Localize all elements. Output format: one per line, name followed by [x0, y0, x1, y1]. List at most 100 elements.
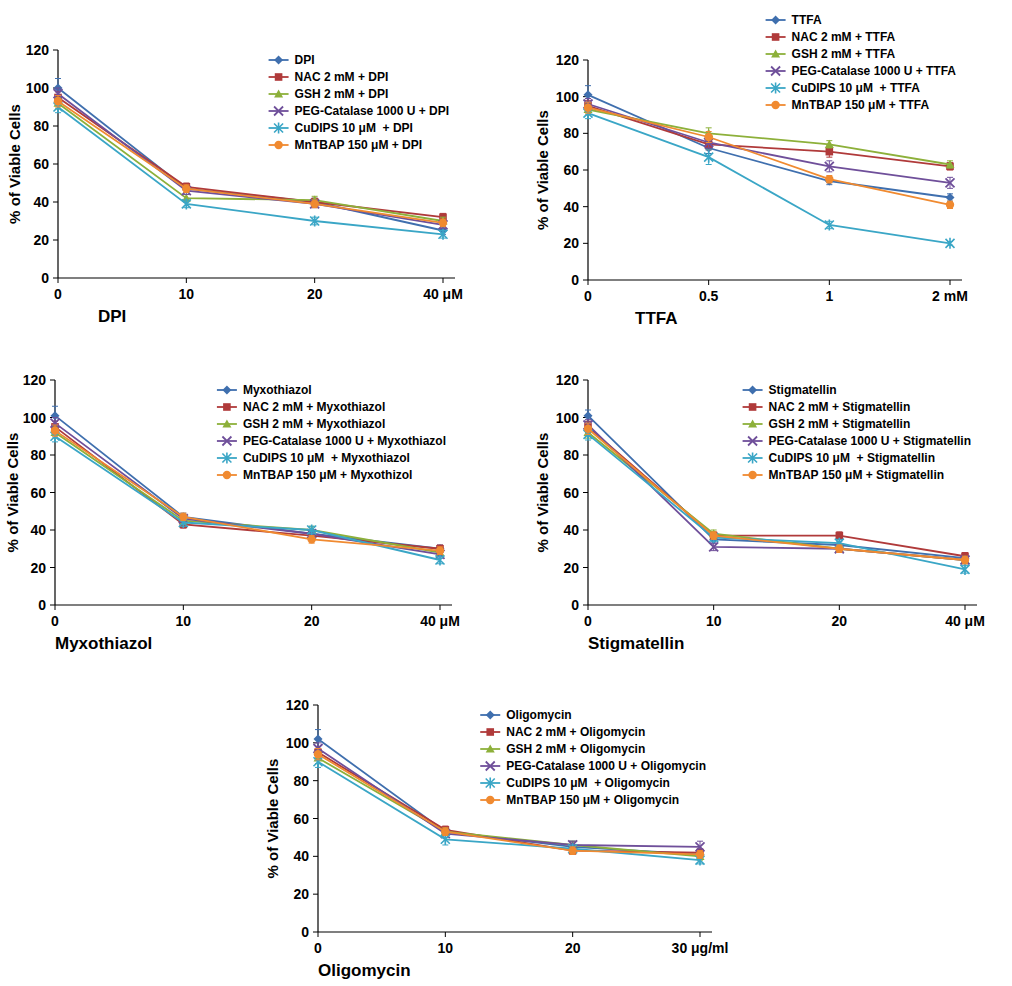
legend-marker — [486, 711, 495, 720]
y-tick-label: 40 — [33, 194, 49, 210]
marker — [310, 200, 318, 208]
legend-marker — [486, 745, 495, 753]
y-tick — [583, 567, 588, 568]
series-line — [588, 110, 950, 165]
legend-label: NAC 2 mM + TTFA — [792, 30, 896, 44]
y-tick-label: 120 — [556, 52, 580, 68]
marker — [710, 532, 718, 540]
y-tick-label: 100 — [286, 735, 310, 751]
y-tick-label: 120 — [286, 697, 310, 713]
legend-marker — [749, 403, 757, 411]
series-line — [58, 101, 443, 223]
panel: 0204060801001200102040 μMDPI% of Viable … — [6, 42, 463, 326]
series — [584, 102, 954, 209]
legend: StigmatellinNAC 2 mM + StigmatellinGSH 2… — [743, 383, 971, 482]
y-axis-title: % of Viable Cells — [4, 433, 21, 553]
y-tick-label: 40 — [30, 522, 46, 538]
series — [584, 99, 955, 189]
y-tick — [50, 380, 55, 381]
y-tick — [583, 243, 588, 244]
marker — [51, 426, 59, 434]
x-tick-label: 2 mM — [932, 288, 968, 304]
legend-label: NAC 2 mM + Stigmatellin — [769, 400, 911, 414]
y-tick — [50, 492, 55, 493]
y-tick-label: 60 — [33, 156, 49, 172]
legend-label: GSH 2 mM + Myxothiazol — [243, 417, 385, 431]
legend: DPINAC 2 mM + DPIGSH 2 mM + DPIPEG-Catal… — [269, 53, 449, 152]
marker — [946, 238, 955, 249]
legend-marker — [274, 56, 283, 65]
y-tick-label: 0 — [571, 272, 579, 288]
legend-label: TTFA — [792, 13, 822, 27]
panel: 0204060801001200102030 μg/mlOligomycin% … — [264, 697, 728, 980]
series — [584, 108, 955, 249]
series — [54, 101, 448, 240]
legend-label: MnTBAP 150 μM + TTFA — [792, 98, 930, 112]
y-tick — [583, 530, 588, 531]
x-tick — [965, 605, 966, 610]
x-tick — [839, 605, 840, 610]
marker — [946, 201, 954, 209]
x-tick — [588, 605, 589, 610]
x-tick — [55, 605, 56, 610]
panel: 0204060801001200102040 μMStigmatellin% o… — [534, 372, 985, 653]
y-tick-label: 120 — [23, 372, 47, 388]
y-tick — [313, 932, 318, 933]
y-tick — [53, 126, 58, 127]
x-tick-label: 10 — [706, 613, 722, 629]
legend-label: MnTBAP 150 μM + DPI — [295, 138, 422, 152]
y-tick-label: 80 — [33, 118, 49, 134]
legend-marker — [223, 471, 231, 479]
y-tick — [313, 780, 318, 781]
x-axis — [58, 277, 455, 278]
x-tick-label: 0.5 — [699, 288, 719, 304]
legend-label: GSH 2 mM + Oligomycin — [506, 742, 645, 756]
y-tick-label: 20 — [33, 232, 49, 248]
legend: MyxothiazolNAC 2 mM + MyxothiazolGSH 2 m… — [217, 383, 446, 482]
y-tick — [583, 380, 588, 381]
data-layer — [584, 86, 955, 249]
legend-marker — [275, 73, 283, 81]
marker — [307, 525, 316, 536]
y-tick-label: 0 — [41, 270, 49, 286]
x-tick-label: 20 — [304, 613, 320, 629]
legend-label: PEG-Catalase 1000 U + DPI — [295, 104, 449, 118]
legend-label: CuDIPS 10 μM + DPI — [295, 121, 413, 135]
legend-marker — [748, 386, 757, 395]
series — [51, 406, 445, 553]
y-tick-label: 80 — [563, 125, 579, 141]
marker — [696, 842, 705, 851]
y-tick-label: 0 — [301, 924, 309, 940]
x-axis-title: TTFA — [635, 309, 678, 328]
x-tick — [311, 605, 312, 610]
marker — [441, 827, 450, 835]
legend-label: CuDIPS 10 μM + TTFA — [792, 81, 921, 95]
legend-marker — [771, 50, 780, 58]
marker — [436, 555, 445, 566]
marker — [584, 425, 592, 433]
legend-marker — [748, 437, 757, 446]
y-tick-label: 120 — [26, 42, 50, 58]
y-tick-label: 100 — [556, 89, 580, 105]
y-tick-label: 0 — [571, 597, 579, 613]
legend-label: NAC 2 mM + Myxothiazol — [243, 400, 385, 414]
series-line — [318, 762, 700, 860]
legend-label: Oligomycin — [506, 708, 571, 722]
y-axis-title: % of Viable Cells — [534, 110, 551, 230]
y-tick-label: 80 — [563, 447, 579, 463]
marker — [835, 545, 843, 553]
x-tick-label: 0 — [584, 613, 592, 629]
x-tick-label: 30 μg/ml — [672, 940, 729, 956]
y-tick — [53, 278, 58, 279]
y-tick-label: 60 — [563, 485, 579, 501]
marker — [54, 97, 62, 105]
y-tick-label: 60 — [293, 811, 309, 827]
legend: OligomycinNAC 2 mM + OligomycinGSH 2 mM … — [480, 708, 706, 807]
series-line — [588, 429, 965, 560]
x-tick-label: 1 — [825, 288, 833, 304]
y-tick — [583, 455, 588, 456]
series-line — [588, 434, 965, 569]
marker — [961, 556, 969, 564]
legend-label: CuDIPS 10 μM + Stigmatellin — [769, 451, 935, 465]
marker — [961, 556, 970, 565]
